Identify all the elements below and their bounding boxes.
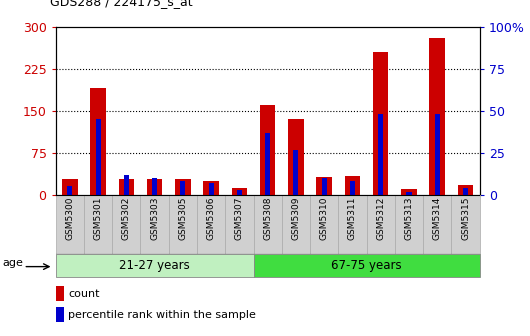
Text: GSM5310: GSM5310 xyxy=(320,197,329,240)
Bar xyxy=(463,188,468,195)
Bar xyxy=(232,187,247,195)
Bar xyxy=(197,195,225,254)
Bar xyxy=(395,195,423,254)
Text: GSM5311: GSM5311 xyxy=(348,197,357,240)
Bar xyxy=(180,181,186,195)
Text: GSM5315: GSM5315 xyxy=(461,197,470,240)
Bar xyxy=(429,38,445,195)
Bar xyxy=(458,185,473,195)
Bar xyxy=(378,114,383,195)
Text: 67-75 years: 67-75 years xyxy=(331,259,402,272)
Bar xyxy=(344,176,360,195)
Bar xyxy=(423,195,452,254)
Text: GSM5302: GSM5302 xyxy=(122,197,131,240)
Text: age: age xyxy=(3,258,24,267)
Text: GSM5303: GSM5303 xyxy=(150,197,159,240)
Text: GSM5312: GSM5312 xyxy=(376,197,385,240)
Bar xyxy=(119,179,134,195)
Bar xyxy=(56,286,64,301)
Bar xyxy=(253,195,282,254)
Text: GSM5305: GSM5305 xyxy=(179,197,187,240)
Bar xyxy=(316,177,332,195)
Bar xyxy=(147,179,162,195)
Text: GSM5309: GSM5309 xyxy=(292,197,301,240)
Text: 21-27 years: 21-27 years xyxy=(119,259,190,272)
Text: GDS288 / 224175_s_at: GDS288 / 224175_s_at xyxy=(50,0,193,8)
Bar xyxy=(152,178,157,195)
Bar xyxy=(204,181,219,195)
Bar xyxy=(209,183,214,195)
Text: GSM5307: GSM5307 xyxy=(235,197,244,240)
Bar xyxy=(350,181,355,195)
Text: GSM5313: GSM5313 xyxy=(404,197,413,240)
Bar xyxy=(253,254,480,277)
Bar xyxy=(452,195,480,254)
Bar xyxy=(112,195,140,254)
Bar xyxy=(288,119,304,195)
Bar xyxy=(401,189,417,195)
Bar xyxy=(84,195,112,254)
Bar xyxy=(67,186,72,195)
Bar xyxy=(435,114,440,195)
Text: GSM5301: GSM5301 xyxy=(94,197,102,240)
Text: GSM5300: GSM5300 xyxy=(65,197,74,240)
Bar xyxy=(282,195,310,254)
Text: GSM5308: GSM5308 xyxy=(263,197,272,240)
Bar xyxy=(90,88,106,195)
Bar xyxy=(56,254,253,277)
Text: GSM5314: GSM5314 xyxy=(433,197,441,240)
Bar xyxy=(338,195,367,254)
Bar xyxy=(124,175,129,195)
Bar xyxy=(56,195,84,254)
Bar xyxy=(407,192,411,195)
Text: GSM5306: GSM5306 xyxy=(207,197,216,240)
Text: count: count xyxy=(68,289,100,299)
Bar xyxy=(56,307,64,323)
Bar xyxy=(95,119,101,195)
Bar xyxy=(322,178,326,195)
Bar xyxy=(367,195,395,254)
Bar xyxy=(169,195,197,254)
Text: percentile rank within the sample: percentile rank within the sample xyxy=(68,310,257,320)
Bar xyxy=(237,190,242,195)
Bar xyxy=(140,195,169,254)
Bar xyxy=(265,133,270,195)
Bar xyxy=(373,52,388,195)
Bar xyxy=(62,179,77,195)
Bar xyxy=(260,105,276,195)
Bar xyxy=(175,179,191,195)
Bar xyxy=(310,195,338,254)
Bar xyxy=(225,195,253,254)
Bar xyxy=(294,150,298,195)
